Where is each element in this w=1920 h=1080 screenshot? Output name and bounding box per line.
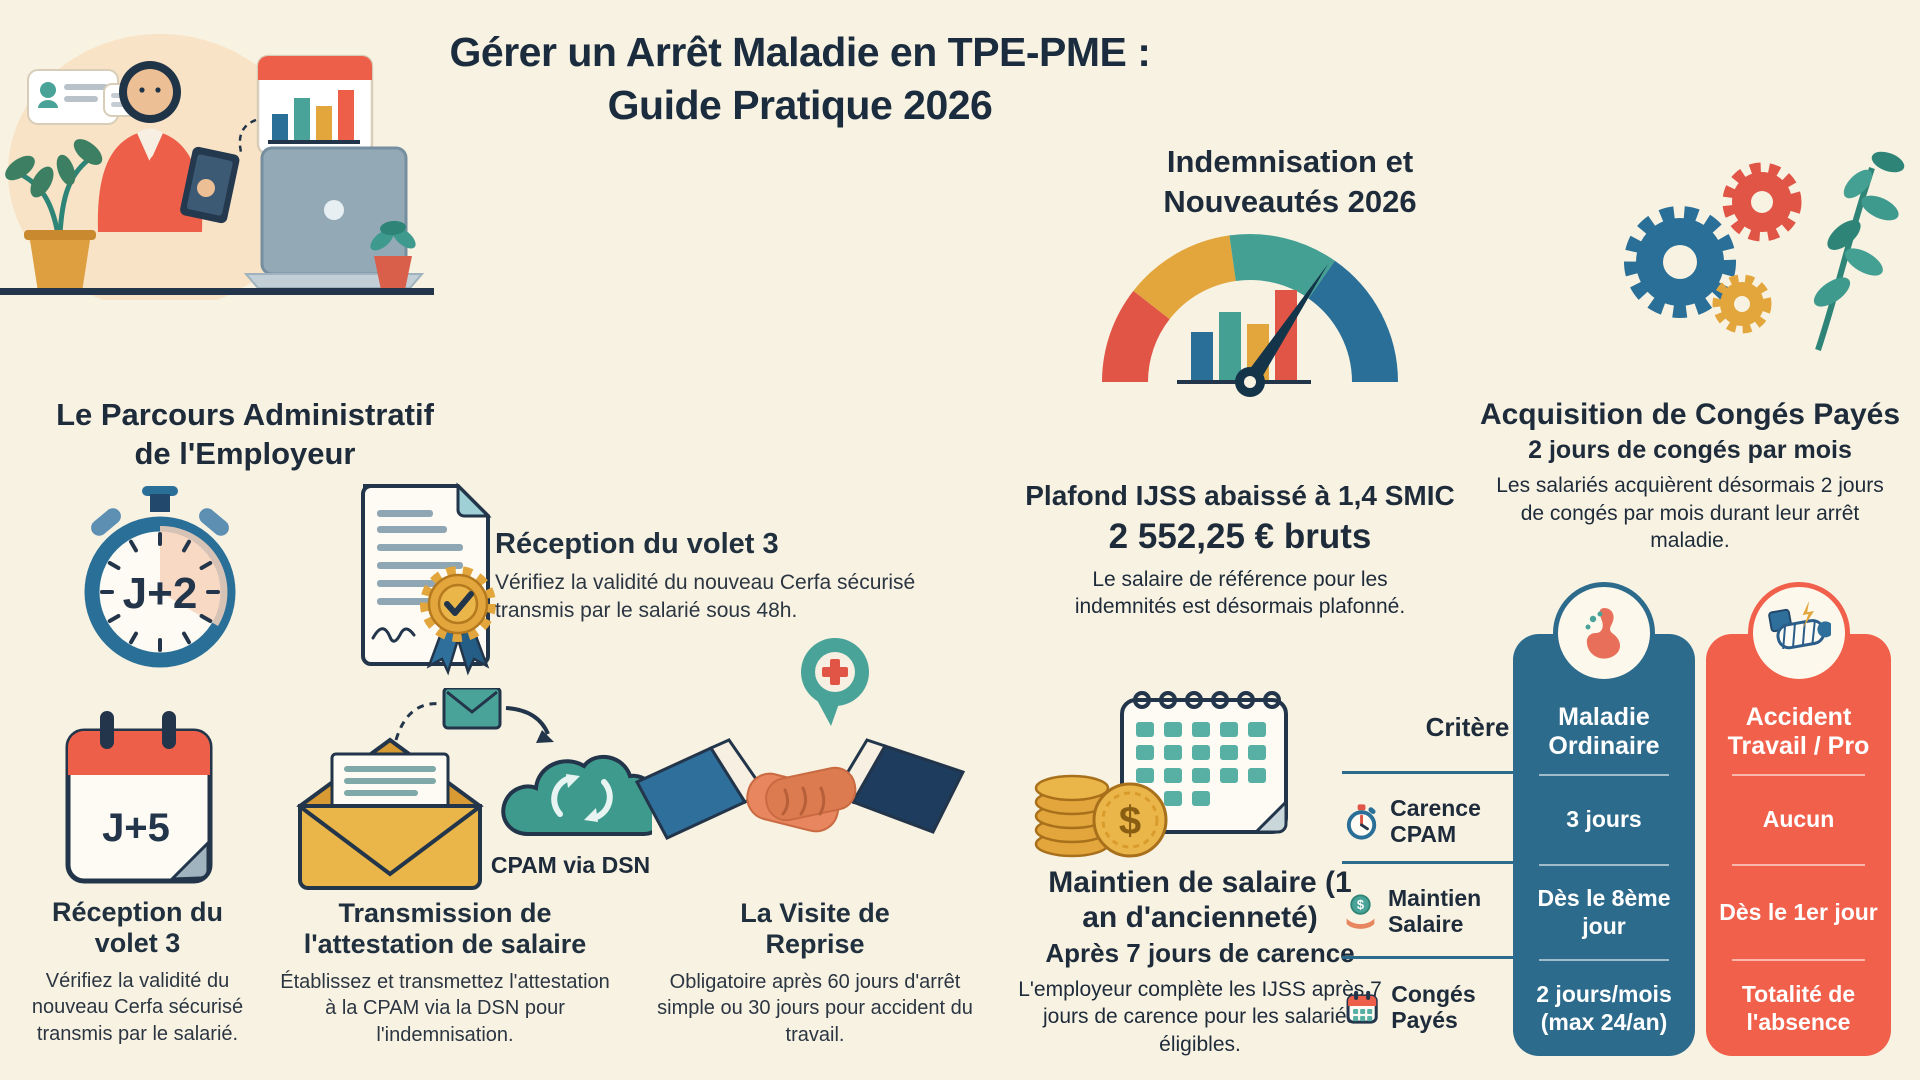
- svg-text:$: $: [1357, 897, 1364, 912]
- divider: [1539, 959, 1669, 961]
- divider: [1732, 864, 1865, 866]
- maintien-title: Maintien de salaire (1 an d'ancienneté): [1048, 866, 1352, 934]
- handshake-icon: [635, 638, 965, 840]
- calendar-icon: [1346, 990, 1378, 1024]
- gear-icon: [1712, 274, 1772, 334]
- step-title: La Visite de Reprise: [740, 898, 890, 960]
- small-envelope-icon: [442, 688, 502, 730]
- cell-carence: Aucun: [1762, 806, 1835, 833]
- step-description: Vérifiez la validité du nouveau Cerfa sé…: [31, 970, 244, 1045]
- criteria-label: Carence CPAM: [1390, 795, 1481, 847]
- stopwatch-icon: [1346, 804, 1377, 840]
- gear-icon: [1624, 206, 1736, 318]
- person-illustration: [97, 61, 240, 232]
- maintien-block: Maintien de salaire (1 an d'ancienneté) …: [995, 866, 1405, 1058]
- stopwatch-j2-icon: J+2: [84, 486, 236, 668]
- seal-icon: [420, 566, 496, 676]
- certified-document-icon: [361, 482, 496, 676]
- cloud-label: CPAM via DSN: [490, 852, 651, 878]
- column-maladie-ordinaire: Maladie Ordinaire 3 jours Dès le 8ème jo…: [1513, 582, 1695, 1056]
- coins-icon: $: [1034, 774, 1168, 858]
- step-description: Obligatoire après 60 jours d'arrêt simpl…: [657, 971, 973, 1046]
- parcours-heading-line2: de l'Employeur: [134, 435, 356, 471]
- browser-chart-icon: [238, 54, 374, 157]
- branch-icon: [1813, 151, 1905, 351]
- gears-illustration: [1624, 151, 1905, 351]
- plafond-description: Le salaire de référence pour les indemni…: [1074, 568, 1406, 619]
- cell-carence: 3 jours: [1566, 806, 1642, 833]
- j5-badge: J+5: [102, 806, 170, 850]
- step-title: Réception du volet 3: [495, 528, 779, 560]
- indemnisation-heading: Indemnisation et Nouveautés 2026: [1090, 142, 1490, 223]
- gauge-needle: [1243, 264, 1328, 387]
- laptop-icon: [243, 146, 425, 289]
- cell-conges: 2 jours/mois (max 24/an): [1536, 980, 1672, 1035]
- svg-text:$: $: [1119, 799, 1141, 843]
- step-title: Transmission de l'attestation de salaire: [303, 898, 587, 960]
- hand-coin-icon: $: [1346, 894, 1375, 929]
- criteria-row-conges: Congés Payés: [1342, 972, 1542, 1044]
- document-lines: [377, 510, 463, 605]
- stopwatch-ticks: [100, 532, 220, 652]
- open-envelope-icon: [296, 737, 484, 890]
- indemnisation-heading-line2: Nouveautés 2026: [1163, 184, 1417, 220]
- column-badge: [1553, 582, 1655, 684]
- maintien-subtitle: Après 7 jours de carence: [1045, 938, 1355, 968]
- indemnisation-heading-line1: Indemnisation et: [1166, 144, 1414, 179]
- cell-conges: Totalité de l'absence: [1741, 980, 1856, 1035]
- plafond-title: Plafond IJSS abaissé à 1,4 SMIC: [1025, 480, 1455, 511]
- parcours-heading-line1: Le Parcours Administratif: [56, 397, 434, 432]
- criteria-row-carence: Carence CPAM: [1342, 786, 1542, 858]
- plafond-block: Plafond IJSS abaissé à 1,4 SMIC 2 552,25…: [1020, 480, 1460, 621]
- divider: [1342, 771, 1535, 774]
- gear-icon: [1722, 162, 1802, 242]
- page-title-line2: Guide Pratique 2026: [607, 82, 993, 129]
- step-title: Réception du volet 3: [51, 897, 223, 959]
- divider: [1342, 861, 1535, 864]
- column-title: Maladie Ordinaire: [1548, 703, 1660, 760]
- step-description: Établissez et transmettez l'attestation …: [280, 971, 610, 1046]
- medical-bubble-icon: [801, 638, 869, 726]
- conges-title: Acquisition de Congés Payés: [1479, 398, 1901, 431]
- calendar-j5-icon: J+5: [65, 711, 213, 884]
- divider: [1539, 774, 1669, 776]
- cell-maintien: Dès le 1er jour: [1719, 898, 1878, 925]
- step-transmission: Transmission de l'attestation de salaire…: [275, 898, 615, 1048]
- parcours-heading: Le Parcours Administratif de l'Employeur: [30, 396, 460, 474]
- page-title-line1: Gérer un Arrêt Maladie en TPE-PME :: [449, 29, 1151, 75]
- step-reception-48h: Réception du volet 3 Vérifiez la validit…: [495, 528, 945, 625]
- small-plant-icon: [370, 220, 416, 290]
- divider: [1539, 864, 1669, 866]
- divider: [1732, 959, 1865, 961]
- desk-line: [0, 288, 434, 295]
- cloud-sync-icon: [501, 755, 652, 836]
- page-title: Gérer un Arrêt Maladie en TPE-PME : Guid…: [400, 26, 1200, 133]
- criteria-label: Maintien Salaire: [1387, 885, 1482, 937]
- header-illustration: [0, 34, 434, 300]
- criteria-header: Critère: [1425, 712, 1510, 742]
- maintien-description: L'employeur complète les IJSS après 7 jo…: [1018, 978, 1382, 1056]
- conges-subtitle: 2 jours de congés par mois: [1528, 436, 1852, 464]
- column-badge: [1747, 582, 1850, 684]
- gauge-chart: [1102, 233, 1398, 397]
- column-title: Accident Travail / Pro: [1727, 703, 1870, 760]
- arm-cast-icon: [1767, 601, 1831, 650]
- criteria-label: Congés Payés: [1391, 981, 1476, 1033]
- cell-maintien: Dès le 8ème jour: [1537, 884, 1671, 939]
- transmission-icons: [296, 688, 652, 890]
- j2-badge: J+2: [123, 569, 198, 618]
- conges-description: Les salariés acquièrent désormais 2 jour…: [1496, 474, 1884, 553]
- step-reception-volet3: Réception du volet 3 Vérifiez la validit…: [5, 897, 270, 1047]
- conges-block: Acquisition de Congés Payés 2 jours de c…: [1470, 398, 1910, 555]
- divider: [1732, 774, 1865, 776]
- criteria-row-maintien: $ Maintien Salaire: [1342, 876, 1542, 948]
- stomach-icon: [1585, 608, 1621, 659]
- step-visite: La Visite de Reprise Obligatoire après 6…: [650, 898, 980, 1048]
- column-accident-travail: Accident Travail / Pro Aucun Dès le 1er …: [1706, 582, 1891, 1056]
- salary-calendar-icon: $: [1034, 691, 1288, 858]
- plafond-amount: 2 552,25 € bruts: [1108, 517, 1372, 556]
- divider: [1342, 956, 1535, 959]
- step-description: Vérifiez la validité du nouveau Cerfa sé…: [495, 571, 916, 623]
- plant-icon: [5, 139, 103, 292]
